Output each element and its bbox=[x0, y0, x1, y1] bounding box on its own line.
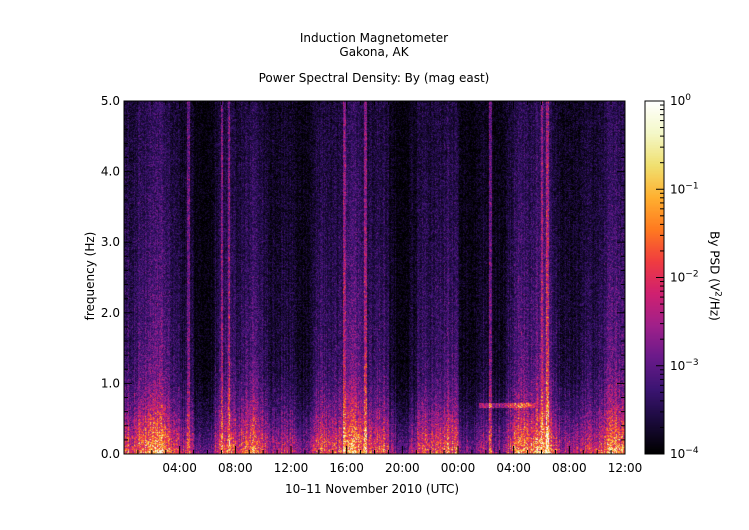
x-tick-label: 08:00 bbox=[552, 461, 587, 475]
y-tick-label: 0.0 bbox=[101, 447, 120, 461]
y-tick-label: 5.0 bbox=[101, 94, 120, 108]
colorbar-tick-label: 10−4 bbox=[670, 446, 699, 461]
chart-subtitle: Gakona, AK bbox=[339, 45, 409, 59]
x-tick-label: 16:00 bbox=[329, 461, 364, 475]
y-tick-label: 1.0 bbox=[101, 376, 120, 390]
x-tick-label: 00:00 bbox=[441, 461, 476, 475]
plot-frame bbox=[123, 100, 626, 455]
spectrogram-canvas bbox=[124, 101, 625, 454]
colorbar-tick-label: 10−1 bbox=[670, 181, 699, 196]
x-axis-label: 10–11 November 2010 (UTC) bbox=[284, 482, 460, 496]
x-tick-label: 20:00 bbox=[385, 461, 420, 475]
plot-title: Power Spectral Density: By (mag east) bbox=[258, 71, 490, 85]
y-tick-label: 3.0 bbox=[101, 235, 120, 249]
x-tick-label: 04:00 bbox=[496, 461, 531, 475]
colorbar-tick-label: 10−2 bbox=[670, 270, 699, 285]
x-tick-label: 12:00 bbox=[274, 461, 309, 475]
x-tick-label: 08:00 bbox=[218, 461, 253, 475]
chart-title: Induction Magnetometer bbox=[299, 31, 449, 45]
x-tick-label: 04:00 bbox=[162, 461, 197, 475]
y-tick-label: 4.0 bbox=[101, 165, 120, 179]
colorbar-tick-label: 100 bbox=[670, 93, 691, 108]
x-tick-label: 12:00 bbox=[608, 461, 643, 475]
y-tick-label: 2.0 bbox=[101, 306, 120, 320]
colorbar-tick-label: 10−3 bbox=[670, 358, 699, 373]
